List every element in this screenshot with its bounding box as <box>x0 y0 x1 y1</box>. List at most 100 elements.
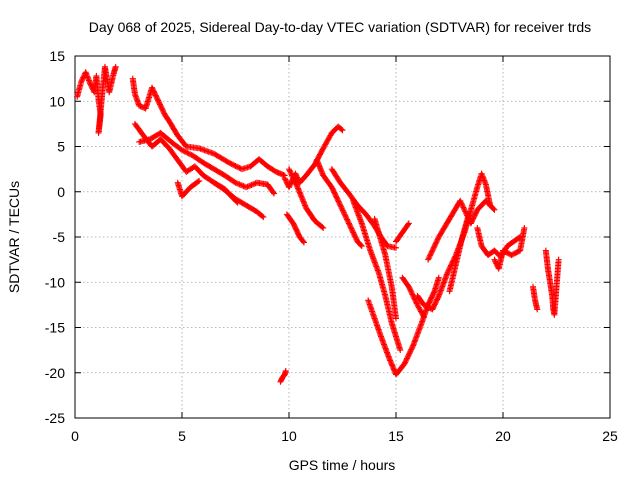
data-point <box>249 181 256 188</box>
data-point <box>244 183 251 190</box>
data-point <box>233 163 240 170</box>
data-point <box>282 176 289 183</box>
data-point <box>160 107 167 114</box>
data-point <box>159 106 166 113</box>
data-point <box>342 212 349 219</box>
data-point <box>431 243 438 250</box>
data-point <box>86 80 93 87</box>
data-point <box>155 97 162 104</box>
data-point <box>348 225 355 232</box>
data-point <box>403 356 410 363</box>
data-point <box>229 161 236 168</box>
data-point <box>330 186 337 193</box>
data-point <box>404 355 411 362</box>
data-point <box>419 311 426 318</box>
data-point <box>324 137 331 144</box>
data-point <box>289 172 296 179</box>
x-tick-label: 0 <box>71 428 79 444</box>
data-point <box>333 193 340 200</box>
data-point <box>289 173 296 180</box>
data-point <box>459 201 466 208</box>
data-point <box>271 190 278 197</box>
data-point <box>259 213 266 220</box>
data-point <box>353 235 360 242</box>
chart-title: Day 068 of 2025, Sidereal Day-to-day VTE… <box>89 19 591 35</box>
data-point <box>330 188 337 195</box>
data-point <box>401 360 408 367</box>
data-point <box>300 238 307 245</box>
data-point <box>331 189 338 196</box>
data-point <box>407 349 414 356</box>
data-point <box>407 347 414 354</box>
data-point <box>179 147 185 154</box>
y-tick-label: -20 <box>45 365 65 381</box>
data-point <box>157 102 164 109</box>
data-point <box>413 299 420 306</box>
data-point <box>338 204 345 211</box>
data-point <box>79 75 86 82</box>
data-point <box>233 198 240 205</box>
data-point <box>282 177 289 184</box>
data-point <box>351 232 358 239</box>
data-point <box>433 239 440 246</box>
data-point <box>343 215 350 222</box>
data-point <box>444 270 451 277</box>
data-point <box>331 190 338 197</box>
data-point <box>397 347 404 354</box>
data-point <box>425 256 432 263</box>
data-point <box>232 179 239 186</box>
data-point <box>340 208 347 215</box>
data-point <box>79 77 86 84</box>
data-point <box>417 308 424 315</box>
data-point <box>521 224 528 231</box>
data-point <box>292 179 299 186</box>
data-point <box>462 208 469 215</box>
data-point <box>334 197 341 204</box>
data-point <box>346 221 353 228</box>
data-point <box>78 78 85 85</box>
data-point <box>300 239 307 246</box>
data-point <box>408 290 415 297</box>
data-point <box>341 210 348 217</box>
data-point <box>292 170 299 177</box>
data-point <box>287 168 294 175</box>
data-point <box>412 297 419 304</box>
data-point <box>184 149 191 156</box>
data-point <box>152 92 159 99</box>
y-axis-label: SDTVAR / TECUs <box>6 181 22 293</box>
data-point <box>352 234 359 241</box>
data-point <box>490 205 497 212</box>
data-point <box>181 148 188 155</box>
y-tick-label: -25 <box>45 410 65 426</box>
data-point <box>185 150 192 157</box>
data-point <box>457 197 464 204</box>
data-point <box>149 84 156 91</box>
data-point <box>323 138 330 145</box>
data-point <box>227 160 234 167</box>
y-tick-label: -5 <box>53 229 66 245</box>
data-point <box>345 220 352 227</box>
data-point <box>434 236 441 243</box>
data-point <box>347 223 354 230</box>
data-point <box>432 240 439 247</box>
data-point <box>187 151 194 158</box>
data-point <box>347 224 354 231</box>
data-point <box>426 252 433 259</box>
data-point <box>234 199 241 206</box>
data-point <box>149 85 156 92</box>
data-point <box>409 291 416 298</box>
data-point <box>291 177 298 184</box>
data-point <box>357 242 364 249</box>
data-point <box>336 199 343 206</box>
data-point <box>427 251 434 258</box>
data-point <box>408 288 415 295</box>
data-point <box>405 221 412 228</box>
data-point <box>432 241 439 248</box>
data-point <box>112 63 119 70</box>
data-point <box>344 216 351 223</box>
data-point <box>226 159 233 166</box>
data-point <box>446 266 453 273</box>
data-point <box>243 184 250 191</box>
data-point <box>281 175 288 182</box>
